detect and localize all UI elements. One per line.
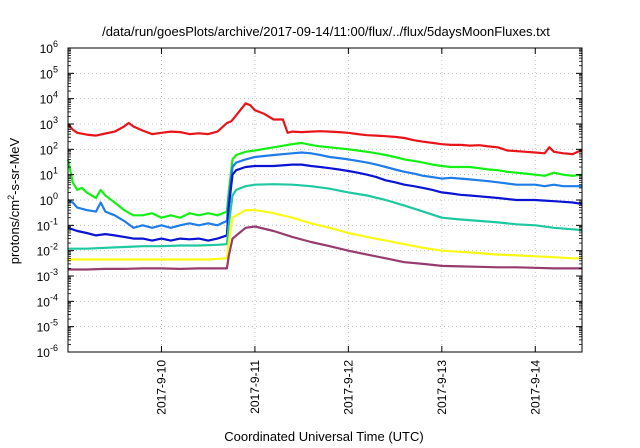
y-tick-label: 104 <box>40 90 58 107</box>
x-tick-label: 2017-9-10 <box>154 360 168 415</box>
y-axis-label: protons/cm2-s-sr-MeV <box>6 137 22 264</box>
x-axis: 2017-9-10 2017-9-11 2017-9-12 2017-9-13 2017… <box>154 48 542 415</box>
x-tick-label: 2017-9-11 <box>248 360 262 414</box>
y-tick-label: 10-1 <box>37 216 58 233</box>
y-tick-label: 105 <box>40 64 58 81</box>
chart-title: /data/run/goesPlots/archive/2017-09-14/1… <box>102 24 550 39</box>
series-line-7 <box>68 225 582 271</box>
series-line-4 <box>67 163 583 242</box>
y-tick-label: 106 <box>40 39 58 56</box>
y-tick-label: 102 <box>40 140 58 157</box>
y-tick-label-exp: 0 <box>53 191 58 201</box>
y-tick-label-base: 10 <box>37 219 51 233</box>
series-line-2 <box>66 141 583 219</box>
y-tick-label-exp: 1 <box>53 166 58 176</box>
y-tick-label-base: 10 <box>37 321 51 335</box>
y-tick-label-base: 10 <box>40 67 54 81</box>
y-tick-label: 10-3 <box>37 267 58 284</box>
y-tick-label: 10-5 <box>37 318 58 335</box>
y-tick-label-base: 10 <box>40 143 54 157</box>
y-tick-label-base: 10 <box>37 270 51 284</box>
y-axis-label-rest: -s-sr-MeV <box>7 137 22 194</box>
x-tick-label: 2017-9-13 <box>435 360 449 415</box>
y-tick-label: 100 <box>40 191 58 208</box>
series-layer <box>66 102 583 271</box>
y-axis: 10-610-510-410-310-210-11001011021031041… <box>37 39 582 360</box>
series-line-1 <box>67 102 583 156</box>
y-tick-label-exp: -6 <box>50 343 58 353</box>
y-tick-label-base: 10 <box>40 194 54 208</box>
y-tick-label-exp: 6 <box>53 39 58 49</box>
y-tick-label-base: 10 <box>40 169 54 183</box>
y-tick-label-exp: -3 <box>50 267 58 277</box>
y-tick-label-exp: -2 <box>50 242 58 252</box>
y-tick-label: 10-4 <box>37 292 58 309</box>
y-tick-label-base: 10 <box>40 42 54 56</box>
y-tick-label: 10-6 <box>37 343 58 360</box>
x-tick-label: 2017-9-14 <box>528 360 542 415</box>
y-tick-label-exp: 2 <box>53 140 58 150</box>
y-tick-label: 10-2 <box>37 242 58 259</box>
y-tick-label-exp: -4 <box>50 292 58 302</box>
y-axis-label-sup: 2 <box>6 195 16 200</box>
y-tick-label-exp: -1 <box>50 216 58 226</box>
x-tick-label: 2017-9-12 <box>341 360 355 415</box>
gridlines <box>68 48 582 352</box>
y-tick-label-exp: -5 <box>50 318 58 328</box>
y-tick-label-base: 10 <box>40 118 54 132</box>
x-axis-label: Coordinated Universal Time (UTC) <box>224 429 423 444</box>
y-tick-label-base: 10 <box>37 295 51 309</box>
y-tick-label-base: 10 <box>40 93 54 107</box>
series-line-5 <box>68 183 583 250</box>
y-tick-label: 103 <box>40 115 58 132</box>
y-tick-label: 101 <box>40 166 58 183</box>
series-line-3 <box>67 151 582 229</box>
series-line-6 <box>68 209 582 261</box>
y-tick-label-exp: 3 <box>53 115 58 125</box>
y-axis-label-base: protons/cm <box>7 200 22 264</box>
y-tick-label-base: 10 <box>37 346 51 360</box>
y-tick-label-base: 10 <box>37 245 51 259</box>
y-tick-label-exp: 5 <box>53 64 58 74</box>
y-tick-label-exp: 4 <box>53 90 58 100</box>
